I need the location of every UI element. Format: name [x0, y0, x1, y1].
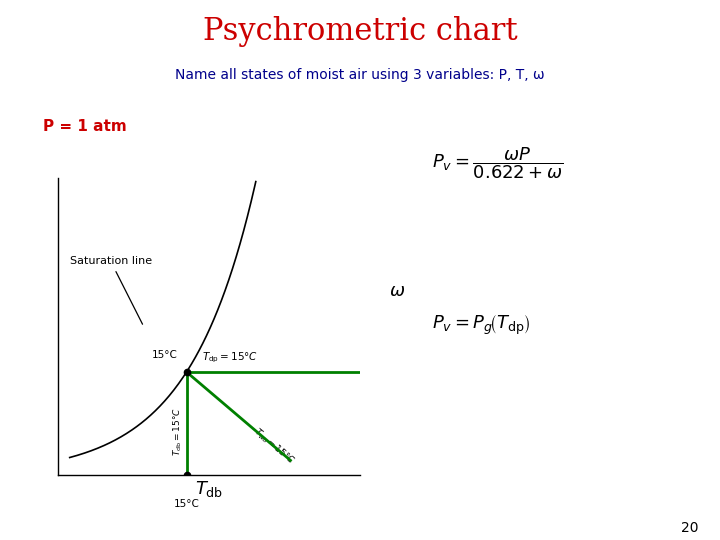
Text: $T_{\mathrm{dp}} = 15°C$: $T_{\mathrm{dp}} = 15°C$ [202, 350, 258, 364]
Text: $T_{\mathrm{db}} = 15°C$: $T_{\mathrm{db}} = 15°C$ [171, 407, 184, 456]
Text: Saturation line: Saturation line [70, 256, 152, 324]
Text: 20: 20 [681, 521, 698, 535]
Text: Name all states of moist air using 3 variables: P, T, ω: Name all states of moist air using 3 var… [175, 68, 545, 82]
Text: 15°C: 15°C [152, 350, 177, 360]
Text: $P_v = \dfrac{\omega P}{0.622+\omega}$: $P_v = \dfrac{\omega P}{0.622+\omega}$ [432, 146, 564, 181]
Text: $T_{\mathrm{wb}} = 15°C$: $T_{\mathrm{wb}} = 15°C$ [251, 425, 297, 467]
Text: $P_v = P_g\!\left(T_{\mathrm{dp}}\right)$: $P_v = P_g\!\left(T_{\mathrm{dp}}\right)… [432, 313, 531, 336]
Text: P = 1 atm: P = 1 atm [43, 119, 127, 134]
Text: $\omega$: $\omega$ [389, 282, 405, 300]
Text: Psychrometric chart: Psychrometric chart [203, 16, 517, 47]
X-axis label: $T_{\mathrm{db}}$: $T_{\mathrm{db}}$ [194, 480, 223, 500]
Text: 15°C: 15°C [174, 499, 199, 509]
